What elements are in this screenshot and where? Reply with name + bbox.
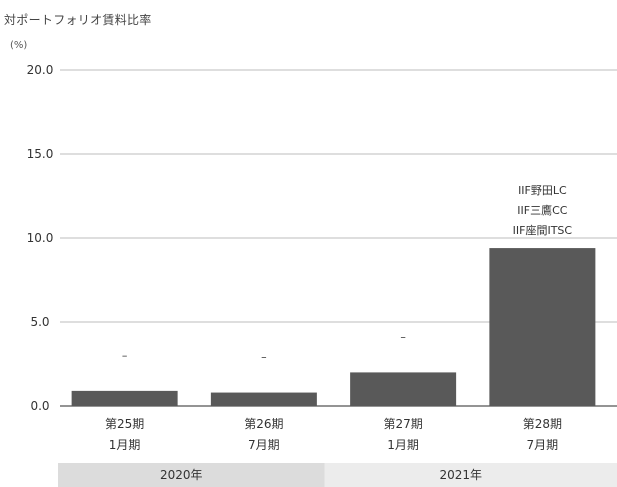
- bar: [71, 390, 178, 406]
- bar-annotation: –: [400, 330, 406, 343]
- y-tick-label: 20.0: [27, 63, 54, 77]
- year-label: 2020年: [160, 468, 203, 482]
- year-band: [58, 463, 325, 487]
- x-tick-label: 1月期: [387, 438, 419, 452]
- bar-annotation: IIF野田LC: [518, 184, 567, 197]
- y-tick-label: 10.0: [27, 231, 54, 245]
- year-label: 2021年: [439, 468, 482, 482]
- y-axis-unit: (%): [10, 40, 28, 51]
- bar: [210, 392, 317, 406]
- y-tick-label: 0.0: [30, 399, 49, 413]
- bar-annotation: IIF三鷹CC: [517, 203, 567, 217]
- x-tick-label: 第25期: [105, 417, 144, 431]
- bar-annotation: –: [122, 349, 128, 362]
- x-tick-label: 7月期: [527, 438, 559, 452]
- y-tick-label: 5.0: [30, 315, 49, 329]
- bar: [489, 248, 596, 406]
- x-tick-label: 第26期: [244, 417, 283, 431]
- bar-annotation: –: [261, 351, 267, 364]
- x-tick-label: 第28期: [523, 417, 562, 431]
- bar: [350, 372, 457, 406]
- bar-annotation: IIF座間ITSC: [513, 223, 573, 237]
- x-tick-label: 第27期: [383, 417, 422, 431]
- chart-title: 対ポートフォリオ賃料比率: [4, 13, 152, 27]
- y-tick-label: 15.0: [27, 147, 54, 161]
- year-band: [324, 463, 617, 487]
- x-tick-label: 1月期: [109, 438, 141, 452]
- x-tick-label: 7月期: [248, 438, 280, 452]
